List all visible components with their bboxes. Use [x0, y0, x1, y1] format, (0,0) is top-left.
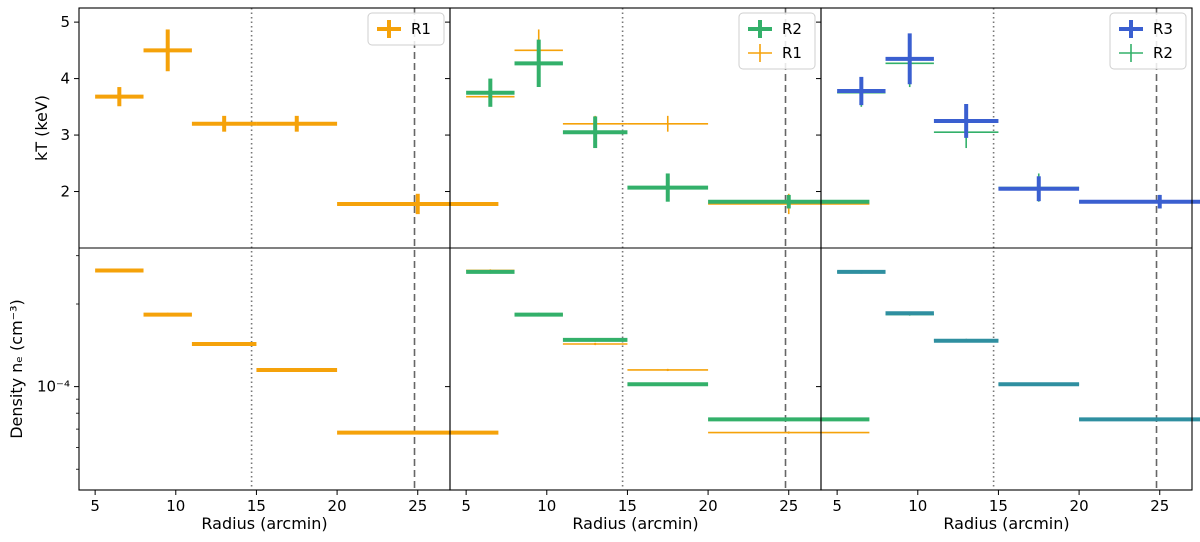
density-marker: [907, 311, 912, 316]
legend: R1: [367, 12, 445, 46]
x-tick-label: 25: [408, 497, 427, 515]
kt-point: [466, 78, 515, 107]
density-marker: [488, 270, 493, 274]
x-tick-label: 15: [989, 497, 1008, 515]
x-tick-label: 5: [461, 497, 471, 515]
x-tick-label: 25: [779, 497, 798, 515]
density-marker: [859, 270, 864, 274]
density-point: [514, 312, 563, 317]
density-marker: [964, 338, 968, 343]
density-point: [837, 269, 886, 274]
kt-point: [143, 29, 192, 72]
kt-point: [191, 115, 257, 132]
density-point: [466, 269, 515, 274]
panel-frame: [820, 7, 1193, 491]
density-marker: [593, 342, 597, 346]
panel-1: 5 10 15 20 25 Radius (arcmin) 2 3 4 5 10⁻⁴ R1: [37, 7, 499, 533]
y-axis-label-bottom: Density nₑ (cm⁻³): [7, 299, 26, 439]
density-point: [95, 268, 144, 273]
density-marker: [415, 430, 420, 435]
series-r2-thin: [837, 39, 1200, 421]
density-point: [708, 431, 870, 434]
x-tick-label: 5: [90, 497, 100, 515]
x-tick-label: 10: [537, 497, 556, 515]
density-point: [191, 341, 257, 346]
density-point: [562, 342, 628, 346]
y-tick-label: 3: [60, 126, 70, 144]
kt-point: [708, 194, 870, 209]
x-tick-label: 15: [618, 497, 637, 515]
density-marker: [536, 312, 541, 317]
legend-frame: [738, 12, 816, 70]
legend-label: R1: [782, 44, 802, 62]
density-marker: [786, 417, 791, 422]
y-tick-label: 10⁻⁴: [37, 378, 70, 396]
kt-point: [95, 87, 144, 107]
y-tick-label: 2: [60, 183, 70, 201]
x-tick-label: 10: [908, 497, 927, 515]
y-axis-label-top: kT (keV): [32, 95, 51, 161]
series-r1-thick: [95, 29, 499, 435]
kt-point: [514, 39, 563, 88]
density-point: [885, 311, 934, 316]
panel-frame: [78, 7, 451, 491]
x-tick-label: 20: [699, 497, 718, 515]
x-tick-label: 10: [166, 497, 185, 515]
y-tick-label: 4: [60, 70, 70, 88]
kt-point: [627, 115, 709, 132]
series-r1-thin: [466, 29, 870, 434]
kt-point: [885, 33, 934, 85]
density-point: [1079, 417, 1200, 422]
density-point: [933, 338, 999, 343]
series-r2-thick: [466, 39, 870, 422]
x-tick-label: 5: [832, 497, 842, 515]
legend-label: R2: [782, 20, 802, 38]
x-axis-label: Radius (arcmin): [572, 514, 698, 533]
density-marker: [1157, 417, 1162, 422]
density-point: [256, 367, 338, 372]
density-marker: [665, 382, 670, 387]
x-tick-label: 20: [1070, 497, 1089, 515]
density-point: [998, 382, 1080, 387]
x-tick-label: 15: [247, 497, 266, 515]
legend-label: R1: [411, 20, 431, 38]
x-axis-label: Radius (arcmin): [943, 514, 1069, 533]
density-marker: [1036, 382, 1041, 387]
kt-point: [933, 104, 999, 138]
density-point: [143, 312, 192, 317]
x-axis-label: Radius (arcmin): [201, 514, 327, 533]
kt-point: [1079, 194, 1200, 209]
series-r3-thick: [837, 33, 1200, 422]
density-marker: [666, 368, 669, 372]
plot-layer: 5 10 15 20 25 Radius (arcmin) 2 3 4 5 10⁻⁴ R1 5 10 15 2…: [7, 7, 1200, 533]
x-tick-label: 25: [1150, 497, 1169, 515]
density-marker: [787, 431, 790, 434]
kt-point: [337, 193, 499, 215]
x-tick-label: 20: [328, 497, 347, 515]
density-marker: [117, 268, 122, 273]
density-point: [708, 417, 870, 422]
density-point: [627, 368, 709, 372]
density-marker: [593, 338, 597, 342]
legend-frame: [1109, 12, 1187, 70]
density-point: [337, 430, 499, 435]
y-tick-label: 5: [60, 13, 70, 31]
kt-point: [998, 176, 1080, 202]
density-point: [627, 382, 709, 387]
density-point: [562, 337, 628, 342]
kt-point: [837, 76, 886, 106]
legend-label: R2: [1153, 44, 1173, 62]
density-marker: [222, 342, 226, 346]
density-marker: [165, 312, 170, 317]
density-marker: [294, 368, 299, 372]
kt-point: [627, 173, 709, 202]
kt-point: [256, 115, 338, 132]
kt-point: [562, 116, 628, 149]
legend-label: R3: [1153, 20, 1173, 38]
